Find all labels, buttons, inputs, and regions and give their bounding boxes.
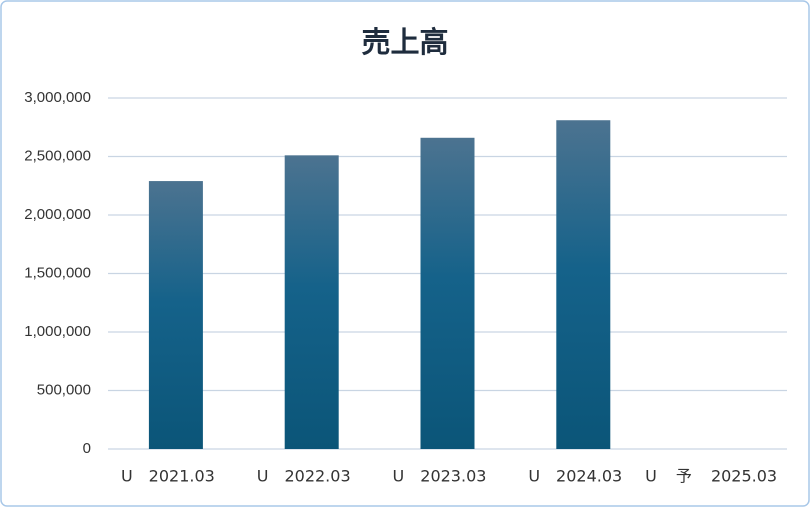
x-tick-label: U 2023.03 xyxy=(393,467,487,486)
x-tick-label: U 予 2025.03 xyxy=(645,467,777,486)
y-tick-label: 500,000 xyxy=(37,381,91,398)
x-tick-label: U 2024.03 xyxy=(528,467,622,486)
x-tick-label: U 2022.03 xyxy=(257,467,351,486)
y-tick-label: 1,500,000 xyxy=(24,264,91,281)
y-tick-label: 1,000,000 xyxy=(24,323,91,340)
chart-title: 売上高 xyxy=(361,25,448,59)
bar xyxy=(420,137,475,449)
y-tick-label: 3,000,000 xyxy=(24,89,91,106)
x-tick-label: U 2021.03 xyxy=(121,467,215,486)
y-tick-label: 0 xyxy=(83,440,91,457)
bar xyxy=(148,181,203,449)
bar xyxy=(284,155,339,449)
y-tick-label: 2,000,000 xyxy=(24,206,91,223)
bar xyxy=(556,120,611,449)
y-tick-label: 2,500,000 xyxy=(24,147,91,164)
